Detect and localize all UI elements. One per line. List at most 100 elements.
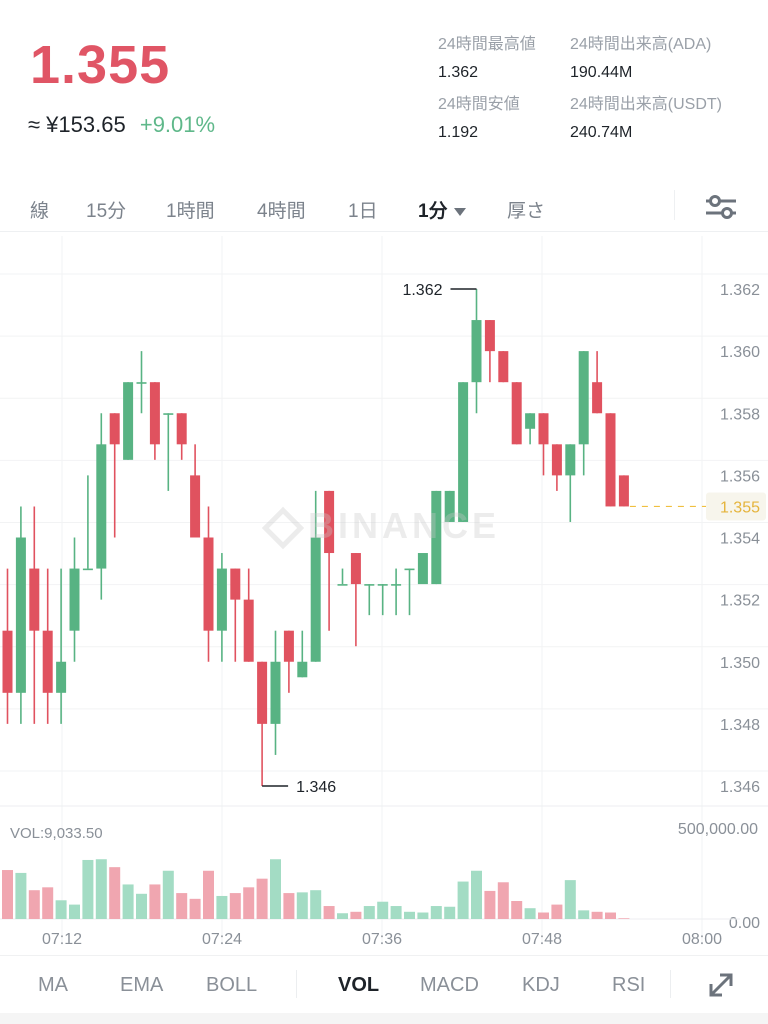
volume-bar [95, 859, 107, 919]
candle-up [337, 584, 348, 586]
tab-line[interactable]: 線 [30, 201, 50, 222]
volume-bar [605, 912, 616, 919]
price-axis-label: 1.356 [720, 468, 760, 485]
volume-label: VOL:9,033.50 [10, 825, 103, 842]
volume-bar [390, 906, 402, 919]
tab-15m[interactable]: 15分 [86, 201, 127, 222]
volume-bar [363, 906, 375, 919]
candle-down [203, 537, 214, 631]
indicator-boll[interactable]: BOLL [206, 974, 258, 996]
volume-bar [2, 870, 13, 919]
divider [296, 970, 297, 998]
candle-up [404, 568, 415, 571]
volume-bar [551, 904, 563, 919]
change-percent: +9.01% [139, 112, 216, 137]
price-axis-label: 1.346 [720, 779, 760, 796]
candle-up [96, 444, 107, 569]
volume-bar [457, 881, 469, 919]
fullscreen-expand-icon[interactable] [706, 970, 736, 1000]
stat-24h-high: 24時間最高値 1.362 [438, 30, 536, 82]
candle-up [444, 490, 455, 522]
tab-1h[interactable]: 1時間 [166, 201, 215, 222]
tab-1d[interactable]: 1日 [348, 201, 378, 222]
candle-down [2, 630, 13, 693]
volume-bar [283, 893, 295, 919]
volume-bar [109, 867, 121, 919]
stat-value: 240.74M [570, 124, 633, 141]
volume-bar [243, 887, 255, 919]
tab-1m-dropdown[interactable]: 1分 [418, 196, 466, 223]
candle-up [431, 490, 442, 585]
candle-down [618, 475, 629, 507]
settings-sliders-icon[interactable] [704, 194, 738, 220]
volume-bar [203, 870, 214, 919]
candle-down [29, 568, 40, 631]
binance-logo-icon [261, 507, 305, 550]
stat-24h-low: 24時間安値 1.192 [438, 90, 520, 142]
watermark-text: BINANCE [308, 505, 501, 546]
volume-bar [136, 893, 147, 919]
indicator-ma[interactable]: MA [38, 974, 68, 996]
volume-bar [176, 893, 188, 919]
volume-bar [296, 892, 308, 919]
candle-down [592, 382, 603, 414]
indicator-rsi[interactable]: RSI [612, 974, 646, 996]
candle-up [270, 661, 281, 724]
price-axis-label: 1.358 [720, 406, 760, 423]
stat-label: 24時間出来高(ADA) [570, 36, 712, 53]
volume-bar [417, 912, 429, 919]
indicator-ema[interactable]: EMA [120, 974, 164, 996]
stat-24h-volume-quote: 24時間出来高(USDT) 240.74M [570, 90, 722, 142]
volume-bar [377, 901, 389, 919]
candle-up [525, 413, 536, 429]
candle-down [109, 413, 120, 445]
binance-watermark: BINANCE [261, 505, 501, 550]
volume-bar [337, 913, 348, 919]
volume-bar [471, 870, 482, 919]
volume-bar [256, 878, 268, 919]
price-axis-label: 1.350 [720, 655, 760, 672]
candle-down [551, 444, 562, 476]
volume-bar [42, 887, 54, 919]
candlestick-chart[interactable]: 1.362 1.360 1.358 1.356 1.354 1.352 1.350 1.348… [0, 236, 768, 952]
interval-tabs: 線 15分 1時間 4時間 1日 1分 厚さ [0, 186, 768, 232]
tab-4h[interactable]: 4時間 [257, 201, 306, 222]
candle-down [538, 413, 549, 445]
candle-up [310, 537, 321, 662]
footer-strip [0, 1013, 768, 1024]
caret-down-icon [453, 207, 466, 216]
candle-up [364, 584, 375, 586]
volume-bar [323, 906, 335, 919]
current-price-tag-bg [706, 492, 766, 521]
volume-bar [578, 910, 590, 919]
volume-bar [404, 911, 415, 919]
candle-up [163, 413, 174, 415]
price-axis-label: 1.348 [720, 717, 760, 734]
candle-up [391, 584, 402, 586]
volume-bar [444, 906, 456, 919]
candle-down [498, 351, 509, 383]
candle-down [176, 413, 187, 445]
candle-down [257, 661, 268, 724]
candle-up [417, 553, 428, 585]
tab-depth[interactable]: 厚さ [507, 201, 546, 222]
stat-value: 1.192 [438, 124, 479, 141]
volume-bar [149, 884, 161, 919]
volume-bar [430, 906, 442, 919]
volume-bar [82, 859, 94, 919]
stat-24h-volume-base: 24時間出来高(ADA) 190.44M [570, 30, 711, 82]
price-axis-label: 1.352 [720, 593, 760, 610]
price-axis-label: 1.362 [720, 282, 760, 299]
tab-label: 1分 [418, 201, 448, 222]
candle-down [484, 320, 495, 352]
indicator-macd[interactable]: MACD [420, 974, 479, 996]
volume-bar [350, 911, 362, 919]
volume-bar [69, 904, 80, 919]
candle-up [69, 568, 80, 631]
divider [674, 190, 675, 220]
ticker-header: 1.355 ≈ ¥153.65 +9.01% 24時間最高値 1.362 24時… [0, 0, 768, 180]
indicator-vol[interactable]: VOL [338, 974, 380, 996]
time-axis-label: 08:00 [682, 931, 722, 948]
indicator-kdj[interactable]: KDJ [522, 974, 560, 996]
stat-label: 24時間出来高(USDT) [570, 96, 723, 113]
